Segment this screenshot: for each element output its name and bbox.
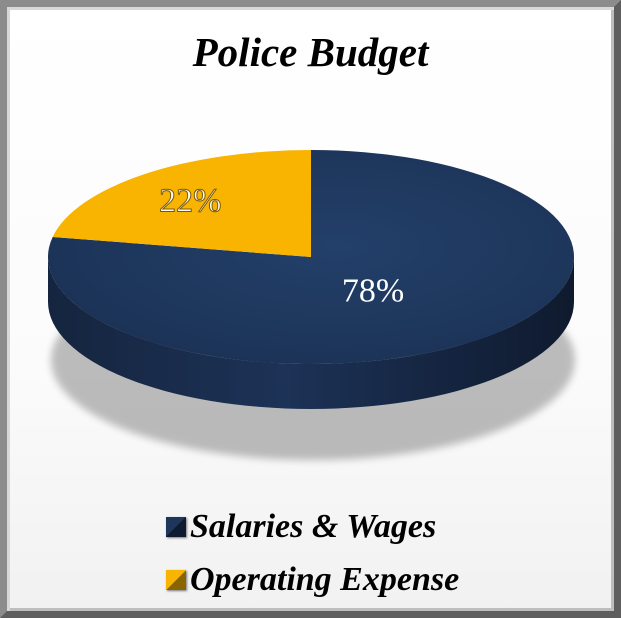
legend-swatch-salaries-wages	[166, 517, 186, 537]
data-label-operating-expense: 22%	[159, 183, 221, 220]
data-label-salaries-wages: 78%	[342, 273, 404, 310]
chart-title: Police Budget	[192, 29, 429, 75]
pie-slice-salaries-wages	[47, 150, 574, 364]
legend-label-operating-expense: Operating Expense	[190, 561, 460, 598]
legend-item-operating-expense: Operating Expense	[166, 561, 459, 599]
legend-swatch-operating-expense	[166, 570, 186, 590]
legend-label-salaries-wages: Salaries & Wages	[190, 508, 437, 545]
pie-side	[48, 257, 574, 409]
legend-item-salaries-wages: Salaries & Wages	[166, 508, 436, 546]
pie-slice-operating-expense	[52, 150, 312, 257]
